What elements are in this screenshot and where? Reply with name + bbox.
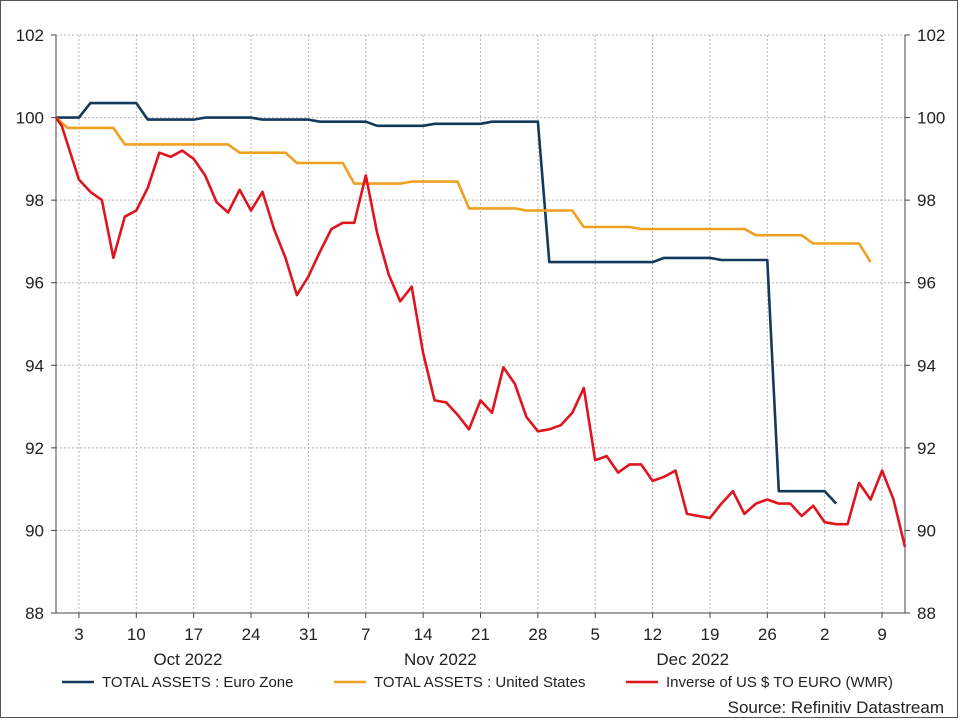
legend-label-3: Inverse of US $ TO EURO (WMR) xyxy=(666,674,893,691)
x-tick-label: 26 xyxy=(758,625,777,644)
left-tick-label: 102 xyxy=(16,26,44,45)
right-tick-label: 96 xyxy=(917,274,936,293)
right-tick-label: 94 xyxy=(917,356,936,375)
x-tick-label: 12 xyxy=(643,625,662,644)
x-tick-label: 31 xyxy=(299,625,318,644)
left-tick-label: 98 xyxy=(25,191,44,210)
left-tick-label: 94 xyxy=(25,356,44,375)
left-tick-label: 92 xyxy=(25,439,44,458)
right-tick-label: 88 xyxy=(917,604,936,623)
source-label: Source: Refinitiv Datastream xyxy=(728,698,944,717)
left-tick-label: 90 xyxy=(25,521,44,540)
month-labels: Oct 2022 Nov 2022 Dec 2022 xyxy=(153,650,729,669)
left-tick-label: 100 xyxy=(16,109,44,128)
grid-lines xyxy=(56,35,905,613)
left-tick-label: 88 xyxy=(25,604,44,623)
month-label: Oct 2022 xyxy=(153,650,222,669)
x-tick-label: 14 xyxy=(414,625,433,644)
right-tick-label: 92 xyxy=(917,439,936,458)
x-tick-label: 28 xyxy=(528,625,547,644)
x-tick-label: 10 xyxy=(127,625,146,644)
x-tick-label: 5 xyxy=(590,625,599,644)
x-tick-label: 17 xyxy=(184,625,203,644)
series-line-2 xyxy=(56,118,871,263)
right-tick-label: 102 xyxy=(917,26,945,45)
legend-label-1: TOTAL ASSETS : Euro Zone xyxy=(102,674,293,691)
legend-label-2: TOTAL ASSETS : United States xyxy=(374,674,585,691)
right-tick-label: 90 xyxy=(917,521,936,540)
x-tick-label: 7 xyxy=(361,625,370,644)
x-tick-label: 2 xyxy=(820,625,829,644)
x-tick-label: 21 xyxy=(471,625,490,644)
x-tick-label: 3 xyxy=(74,625,83,644)
x-tick-label: 24 xyxy=(242,625,261,644)
left-y-axis: 88 90 92 94 96 98 100 102 xyxy=(16,26,56,623)
left-tick-label: 96 xyxy=(25,274,44,293)
series-line-1 xyxy=(56,103,836,504)
x-tick-label: 19 xyxy=(700,625,719,644)
month-label: Dec 2022 xyxy=(656,650,729,669)
month-label: Nov 2022 xyxy=(404,650,477,669)
right-y-axis: 88 90 92 94 96 98 100 102 xyxy=(905,26,945,623)
legend: TOTAL ASSETS : Euro Zone TOTAL ASSETS : U… xyxy=(62,674,893,691)
right-tick-label: 100 xyxy=(917,109,945,128)
right-tick-label: 98 xyxy=(917,191,936,210)
x-tick-label: 9 xyxy=(877,625,886,644)
x-axis: 3 10 17 24 31 7 14 21 28 5 12 19 26 2 9 xyxy=(74,613,887,644)
